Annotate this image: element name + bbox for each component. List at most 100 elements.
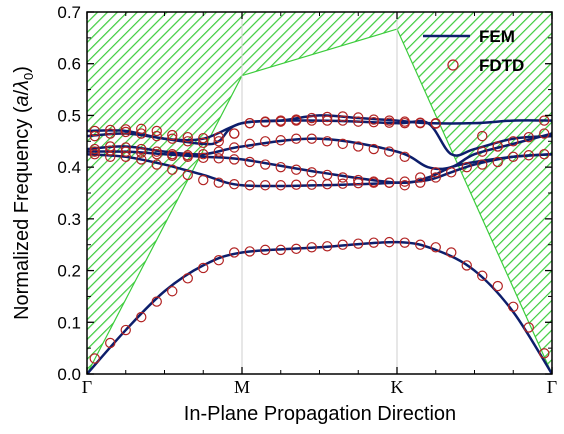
fdtd-point bbox=[415, 172, 426, 183]
y-axis-title-main: Normalized Frequency ( bbox=[11, 106, 33, 320]
y-tick-label: 0.0 bbox=[57, 365, 81, 384]
fdtd-point bbox=[229, 142, 240, 153]
fdtd-point bbox=[244, 117, 255, 129]
light-cone-hatch-region bbox=[86, 12, 553, 375]
fdtd-point bbox=[368, 237, 379, 248]
fdtd-point bbox=[446, 247, 457, 258]
fdtd-point bbox=[384, 236, 395, 248]
fdtd-point bbox=[275, 135, 286, 146]
fdtd-point bbox=[399, 116, 410, 127]
fdtd-point bbox=[430, 167, 441, 178]
fdtd-point bbox=[198, 137, 209, 149]
fdtd-point bbox=[322, 136, 333, 147]
fdtd-point bbox=[539, 348, 550, 359]
fdtd-point bbox=[120, 146, 131, 157]
legend-fem-label: FEM bbox=[479, 27, 515, 46]
fdtd-point bbox=[120, 124, 131, 135]
fdtd-point bbox=[353, 174, 364, 186]
fdtd-point bbox=[384, 115, 395, 126]
x-tick-label: K bbox=[391, 377, 404, 397]
fdtd-point bbox=[260, 244, 271, 256]
fdtd-point bbox=[368, 114, 379, 125]
fdtd-point bbox=[523, 322, 534, 333]
fdtd-point bbox=[198, 174, 209, 186]
fem-band-line-1 bbox=[87, 240, 552, 374]
fdtd-point bbox=[213, 136, 224, 147]
fdtd-point bbox=[244, 180, 255, 191]
fdtd-point bbox=[539, 128, 550, 139]
fdtd-point bbox=[446, 167, 457, 178]
fdtd-point bbox=[275, 115, 286, 126]
fdtd-point bbox=[384, 177, 395, 188]
fdtd-point bbox=[120, 142, 131, 153]
fdtd-point bbox=[430, 242, 441, 253]
fdtd-point bbox=[120, 324, 131, 336]
fdtd-point bbox=[477, 159, 488, 170]
fdtd-point bbox=[89, 146, 100, 157]
fdtd-point bbox=[182, 136, 193, 147]
fdtd-point bbox=[291, 179, 302, 190]
x-tick-label: M bbox=[234, 377, 250, 397]
fdtd-point bbox=[415, 239, 426, 250]
fdtd-point bbox=[89, 149, 100, 160]
fdtd-point bbox=[399, 180, 410, 191]
fdtd-point bbox=[244, 156, 255, 168]
y-axis-title-slash: / bbox=[11, 89, 33, 95]
fdtd-point bbox=[105, 145, 116, 156]
fem-band-line-6 bbox=[87, 114, 552, 142]
fdtd-point bbox=[229, 179, 240, 190]
fdtd-point bbox=[89, 130, 100, 142]
fdtd-point bbox=[89, 143, 100, 155]
fdtd-point bbox=[539, 115, 550, 126]
light-cone-hatch bbox=[87, 12, 552, 374]
fdtd-point bbox=[353, 141, 364, 152]
fdtd-point bbox=[337, 111, 348, 122]
fdtd-point bbox=[213, 255, 224, 266]
grid-lines bbox=[241, 12, 398, 374]
fdtd-point bbox=[306, 179, 317, 190]
fdtd-point bbox=[167, 149, 178, 160]
y-tick-label: 0.5 bbox=[57, 106, 81, 125]
y-tick-label: 0.1 bbox=[57, 313, 81, 332]
fem-band-line-4 bbox=[87, 132, 552, 171]
fdtd-point bbox=[151, 159, 162, 170]
fdtd-point bbox=[136, 154, 147, 165]
fdtd-point bbox=[89, 125, 100, 137]
fdtd-point bbox=[291, 243, 302, 255]
fdtd-point bbox=[105, 124, 116, 136]
fdtd-point bbox=[213, 153, 224, 164]
fdtd-point bbox=[508, 151, 519, 162]
fdtd-point bbox=[136, 128, 147, 139]
fdtd-point bbox=[198, 149, 209, 160]
y-tick-label: 0.3 bbox=[57, 210, 81, 229]
y-tick-label: 0.6 bbox=[57, 55, 81, 74]
fdtd-point bbox=[353, 238, 364, 249]
fdtd-point bbox=[89, 353, 100, 364]
fdtd-point bbox=[322, 169, 333, 181]
fdtd-point bbox=[105, 337, 116, 349]
fdtd-point bbox=[322, 241, 333, 252]
fdtd-point bbox=[244, 138, 255, 150]
legend-fdtd-label: FDTD bbox=[479, 56, 524, 75]
fdtd-point bbox=[399, 176, 410, 187]
y-tick-labels: 0.0 0.1 0.2 0.3 0.4 0.5 0.6 0.7 bbox=[57, 3, 81, 384]
legend: FEM FDTD bbox=[423, 27, 524, 75]
fdtd-point bbox=[368, 176, 379, 187]
fdtd-point bbox=[399, 151, 410, 162]
fdtd-point bbox=[368, 143, 379, 155]
fdtd-point bbox=[136, 123, 147, 135]
fdtd-point bbox=[167, 286, 178, 297]
fdtd-point bbox=[182, 273, 193, 284]
fdtd-point bbox=[461, 161, 472, 173]
y-axis-title: Normalized Frequency (a/λ0) bbox=[11, 66, 36, 320]
fdtd-point bbox=[337, 115, 348, 126]
fdtd-point bbox=[229, 128, 240, 139]
fdtd-point bbox=[275, 161, 286, 173]
x-axis-title: In-Plane Propagation Direction bbox=[184, 403, 456, 425]
fdtd-point bbox=[508, 301, 519, 312]
fdtd-point bbox=[492, 156, 503, 168]
fdtd-point bbox=[508, 136, 519, 147]
fdtd-point bbox=[415, 177, 426, 188]
fdtd-point bbox=[399, 237, 410, 248]
